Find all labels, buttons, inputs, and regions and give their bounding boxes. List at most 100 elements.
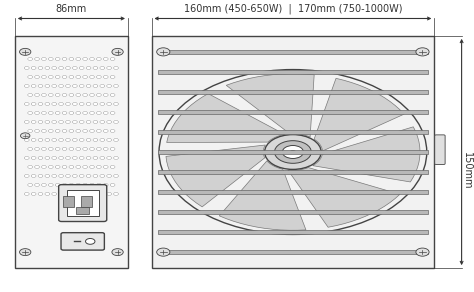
Circle shape — [107, 192, 111, 195]
Circle shape — [45, 84, 50, 88]
Circle shape — [35, 147, 39, 150]
Circle shape — [96, 129, 101, 133]
Circle shape — [55, 147, 60, 150]
Circle shape — [59, 120, 64, 124]
Circle shape — [107, 157, 111, 159]
Circle shape — [96, 147, 101, 150]
Circle shape — [52, 157, 57, 159]
Circle shape — [24, 84, 29, 88]
Circle shape — [107, 174, 111, 178]
Circle shape — [73, 120, 77, 124]
Circle shape — [107, 84, 111, 88]
Circle shape — [100, 84, 105, 88]
Circle shape — [28, 112, 33, 114]
Circle shape — [45, 157, 50, 159]
Circle shape — [69, 75, 74, 79]
Circle shape — [76, 183, 81, 187]
Circle shape — [73, 192, 77, 195]
Polygon shape — [313, 127, 420, 182]
Circle shape — [41, 58, 46, 60]
Circle shape — [65, 120, 71, 124]
Circle shape — [93, 120, 98, 124]
Circle shape — [76, 147, 81, 150]
Circle shape — [45, 138, 50, 141]
Polygon shape — [166, 145, 265, 207]
Circle shape — [86, 138, 91, 141]
Circle shape — [48, 58, 53, 60]
Circle shape — [45, 174, 50, 178]
Circle shape — [65, 138, 71, 141]
Circle shape — [82, 147, 88, 150]
Circle shape — [93, 192, 98, 195]
Circle shape — [103, 129, 108, 133]
Circle shape — [65, 192, 71, 195]
Circle shape — [103, 58, 108, 60]
Circle shape — [48, 93, 53, 96]
Circle shape — [52, 102, 57, 105]
Circle shape — [65, 157, 71, 159]
Circle shape — [69, 93, 74, 96]
Circle shape — [82, 166, 88, 168]
Circle shape — [45, 120, 50, 124]
Circle shape — [79, 120, 84, 124]
Circle shape — [274, 141, 311, 163]
Circle shape — [35, 112, 39, 114]
Circle shape — [38, 102, 43, 105]
Circle shape — [79, 67, 84, 69]
Circle shape — [103, 93, 108, 96]
Circle shape — [62, 129, 67, 133]
Circle shape — [38, 174, 43, 178]
Text: 86mm: 86mm — [56, 4, 87, 14]
Circle shape — [100, 120, 105, 124]
Circle shape — [79, 102, 84, 105]
Circle shape — [55, 93, 60, 96]
Circle shape — [100, 67, 105, 69]
Circle shape — [52, 120, 57, 124]
Circle shape — [90, 166, 94, 168]
Bar — [81, 197, 91, 207]
Circle shape — [62, 112, 67, 114]
Circle shape — [96, 75, 101, 79]
Circle shape — [114, 102, 118, 105]
Circle shape — [100, 102, 105, 105]
Circle shape — [82, 93, 88, 96]
Circle shape — [114, 120, 118, 124]
Circle shape — [52, 138, 57, 141]
Circle shape — [90, 93, 94, 96]
Circle shape — [35, 58, 39, 60]
Polygon shape — [288, 168, 400, 227]
Circle shape — [41, 112, 46, 114]
Circle shape — [86, 192, 91, 195]
Circle shape — [82, 58, 88, 60]
Circle shape — [110, 183, 115, 187]
Bar — [158, 170, 428, 174]
FancyBboxPatch shape — [435, 135, 445, 164]
Circle shape — [103, 75, 108, 79]
Circle shape — [24, 102, 29, 105]
Circle shape — [73, 138, 77, 141]
Circle shape — [48, 112, 53, 114]
Bar — [15, 36, 128, 268]
Circle shape — [62, 58, 67, 60]
Circle shape — [28, 166, 33, 168]
Circle shape — [112, 48, 123, 55]
Circle shape — [110, 112, 115, 114]
Bar — [158, 230, 428, 234]
Circle shape — [86, 102, 91, 105]
Circle shape — [28, 147, 33, 150]
Circle shape — [45, 67, 50, 69]
Bar — [67, 190, 99, 216]
Circle shape — [76, 93, 81, 96]
Circle shape — [86, 67, 91, 69]
Circle shape — [107, 67, 111, 69]
Circle shape — [107, 120, 111, 124]
Circle shape — [69, 183, 74, 187]
Circle shape — [45, 192, 50, 195]
Circle shape — [79, 192, 84, 195]
Text: 160mm (450-650W)  |  170mm (750-1000W): 160mm (450-650W) | 170mm (750-1000W) — [183, 4, 402, 14]
Circle shape — [110, 147, 115, 150]
Circle shape — [35, 93, 39, 96]
Circle shape — [65, 102, 71, 105]
Bar — [158, 130, 428, 134]
Circle shape — [100, 174, 105, 178]
